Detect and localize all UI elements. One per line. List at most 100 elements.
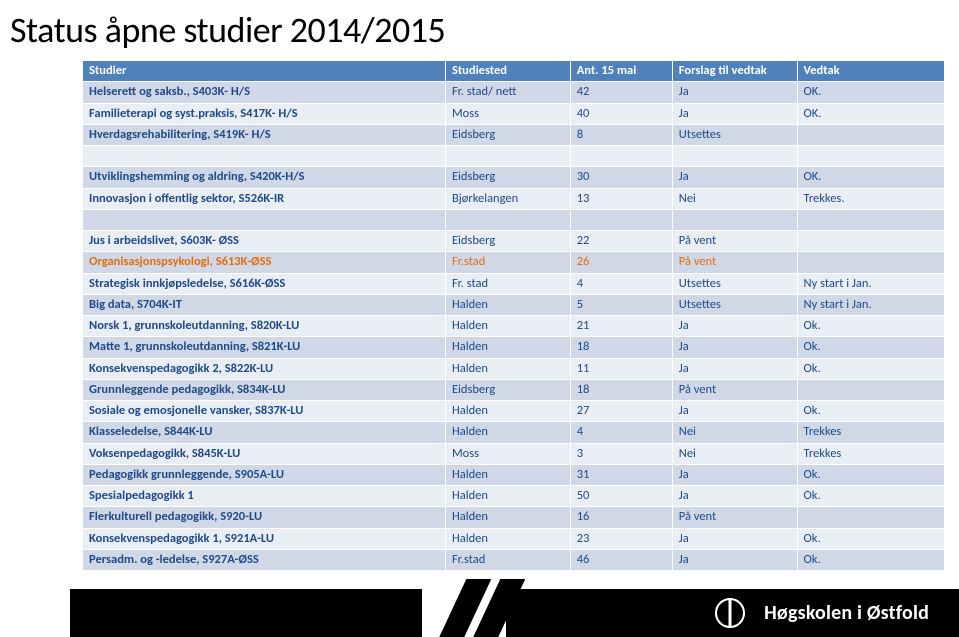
table-cell: 23: [570, 528, 672, 549]
table-row: Sosiale og emosjonelle vansker, S837K-LU…: [83, 401, 945, 422]
table-cell: 40: [570, 103, 672, 124]
table-cell: Norsk 1, grunnskoleutdanning, S820K-LU: [83, 316, 446, 337]
table-cell: OK.: [797, 82, 944, 103]
table-cell: Voksenpedagogikk, S845K-LU: [83, 443, 446, 464]
table-cell: [797, 252, 944, 273]
table-row: Helserett og saksb., S403K- H/SFr. stad/…: [83, 82, 945, 103]
table-cell: Bjørkelangen: [445, 188, 570, 209]
table-cell: Jus i arbeidslivet, S603K- ØSS: [83, 231, 446, 252]
table-cell: Ja: [672, 486, 797, 507]
table-cell: Flerkulturell pedagogikk, S920-LU: [83, 507, 446, 528]
table-row: Voksenpedagogikk, S845K-LUMoss3NeiTrekke…: [83, 443, 945, 464]
table-row: Hverdagsrehabilitering, S419K- H/SEidsbe…: [83, 124, 945, 145]
table-cell: Ok.: [797, 358, 944, 379]
table-cell: Pedagogikk grunnleggende, S905A-LU: [83, 464, 446, 485]
table-cell: Halden: [445, 464, 570, 485]
column-header: Forslag til vedtak: [672, 61, 797, 82]
table-cell: Ok.: [797, 528, 944, 549]
table-cell: Konsekvenspedagogikk 1, S921A-LU: [83, 528, 446, 549]
table-cell: Trekkes: [797, 443, 944, 464]
column-header: Vedtak: [797, 61, 944, 82]
table-cell: 46: [570, 549, 672, 570]
table-row: Grunnleggende pedagogikk, S834K-LUEidsbe…: [83, 379, 945, 400]
table-cell: Ja: [672, 167, 797, 188]
table-cell: På vent: [672, 379, 797, 400]
table-row: Utviklingshemming og aldring, S420K-H/SE…: [83, 167, 945, 188]
table-cell: På vent: [672, 252, 797, 273]
table-cell: [797, 379, 944, 400]
table-cell: Ok.: [797, 464, 944, 485]
table-cell: 22: [570, 231, 672, 252]
table-cell: Ja: [672, 103, 797, 124]
table-cell: Halden: [445, 337, 570, 358]
table-cell: Eidsberg: [445, 167, 570, 188]
table-cell: [797, 124, 944, 145]
table-cell: Big data, S704K-IT: [83, 294, 446, 315]
table-cell: 21: [570, 316, 672, 337]
table-row: Flerkulturell pedagogikk, S920-LUHalden1…: [83, 507, 945, 528]
table-cell: Halden: [445, 294, 570, 315]
table-row: Persadm. og -ledelse, S927A-ØSSFr.stad46…: [83, 549, 945, 570]
table-cell: 31: [570, 464, 672, 485]
page-title: Status åpne studier 2014/2015: [0, 0, 959, 52]
table-cell: Persadm. og -ledelse, S927A-ØSS: [83, 549, 446, 570]
table-cell: På vent: [672, 231, 797, 252]
table-cell: Ja: [672, 82, 797, 103]
table-cell-blank: [797, 209, 944, 230]
table-container: StudierStudiestedAnt. 15 maiForslag til …: [0, 52, 959, 571]
table-cell: Utsettes: [672, 273, 797, 294]
footer-brand: Høgskolen i Østfold: [764, 601, 929, 625]
table-cell: 8: [570, 124, 672, 145]
footer-bar-right: Høgskolen i Østfold: [506, 589, 959, 637]
footer: 5 Høgskolen i Østfold: [70, 577, 959, 637]
table-cell: Fr.stad: [445, 549, 570, 570]
table-cell: [797, 507, 944, 528]
table-cell: Utsettes: [672, 124, 797, 145]
table-cell: Fr. stad: [445, 273, 570, 294]
table-cell: Moss: [445, 103, 570, 124]
table-row: Familieterapi og syst.praksis, S417K- H/…: [83, 103, 945, 124]
table-row: Konsekvenspedagogikk 2, S822K-LUHalden11…: [83, 358, 945, 379]
table-cell-blank: [83, 209, 446, 230]
table-cell: Grunnleggende pedagogikk, S834K-LU: [83, 379, 446, 400]
column-header: Ant. 15 mai: [570, 61, 672, 82]
table-cell: 30: [570, 167, 672, 188]
table-cell: 16: [570, 507, 672, 528]
table-row: Pedagogikk grunnleggende, S905A-LUHalden…: [83, 464, 945, 485]
table-cell: Halden: [445, 528, 570, 549]
table-row: Innovasjon i offentlig sektor, S526K-IRB…: [83, 188, 945, 209]
table-row: Matte 1, grunnskoleutdanning, S821K-LUHa…: [83, 337, 945, 358]
table-cell: 11: [570, 358, 672, 379]
table-cell: Strategisk innkjøpsledelse, S616K-ØSS: [83, 273, 446, 294]
table-cell: Ok.: [797, 486, 944, 507]
table-cell: Fr. stad/ nett: [445, 82, 570, 103]
table-cell: Eidsberg: [445, 379, 570, 400]
table-cell: 42: [570, 82, 672, 103]
table-cell: Ja: [672, 464, 797, 485]
table-cell: Fr.stad: [445, 252, 570, 273]
table-cell: Innovasjon i offentlig sektor, S526K-IR: [83, 188, 446, 209]
slide: Status åpne studier 2014/2015 StudierStu…: [0, 0, 959, 637]
table-cell: Ok.: [797, 549, 944, 570]
table-cell: Ja: [672, 316, 797, 337]
table-row: Konsekvenspedagogikk 1, S921A-LUHalden23…: [83, 528, 945, 549]
table-cell: Konsekvenspedagogikk 2, S822K-LU: [83, 358, 446, 379]
table-cell-blank: [445, 209, 570, 230]
table-cell: OK.: [797, 103, 944, 124]
table-cell: 5: [570, 294, 672, 315]
table-cell: Trekkes.: [797, 188, 944, 209]
table-cell-blank: [797, 146, 944, 167]
page-number: 5: [458, 614, 465, 631]
table-cell: 18: [570, 379, 672, 400]
table-cell: Organisasjonspsykologi, S613K-ØSS: [83, 252, 446, 273]
table-cell: Matte 1, grunnskoleutdanning, S821K-LU: [83, 337, 446, 358]
table-cell: 4: [570, 422, 672, 443]
logo-icon: [710, 593, 750, 633]
table-row: Jus i arbeidslivet, S603K- ØSSEidsberg22…: [83, 231, 945, 252]
table-cell: Ok.: [797, 337, 944, 358]
table-cell: Ny start i Jan.: [797, 294, 944, 315]
table-cell: Halden: [445, 422, 570, 443]
table-cell: 26: [570, 252, 672, 273]
table-cell: Ja: [672, 528, 797, 549]
table-cell: 4: [570, 273, 672, 294]
